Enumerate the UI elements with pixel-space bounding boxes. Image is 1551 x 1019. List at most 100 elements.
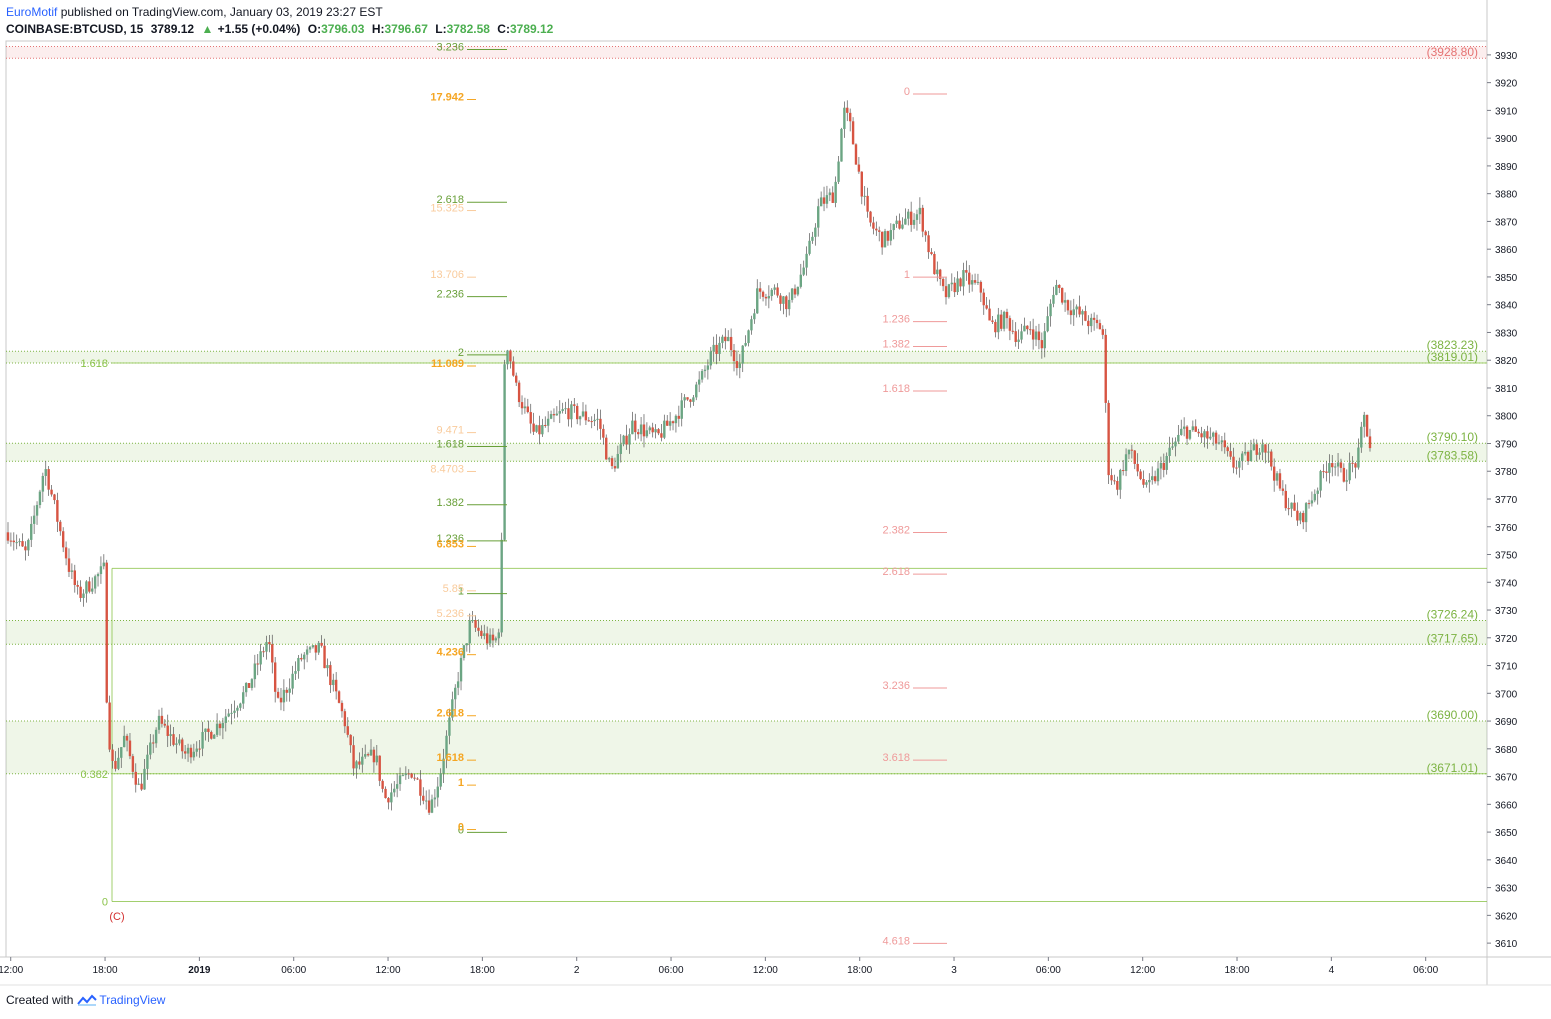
candle-body (424, 800, 428, 802)
candle-body (419, 779, 422, 796)
candle-body (1034, 331, 1038, 340)
candle-body (596, 418, 599, 420)
price-tag-label: (3690.00) (1427, 708, 1478, 722)
candle-body (660, 433, 663, 438)
candle-body (233, 710, 236, 713)
candle-body (851, 121, 855, 145)
candle-body (175, 743, 178, 745)
tradingview-link[interactable]: TradingView (77, 993, 165, 1007)
candle-body (947, 284, 951, 298)
candle-body (207, 728, 210, 732)
candle-body (59, 521, 62, 532)
time-tick-label: 06:00 (281, 965, 306, 976)
candle-body (1281, 488, 1285, 491)
candle-body (889, 230, 893, 241)
candle-body (509, 350, 512, 362)
candle-body (1090, 317, 1093, 327)
candle-body (1302, 512, 1305, 523)
candle-body (82, 593, 85, 598)
candle-body (1072, 309, 1075, 316)
candle-body (709, 351, 712, 366)
candle-body (962, 270, 965, 287)
price-tick-label: 3700 (1495, 689, 1518, 700)
candle-body (1354, 463, 1357, 468)
candle-body (448, 717, 451, 736)
candle-body (1011, 330, 1015, 332)
fib-level-label: 11.089 (431, 358, 464, 370)
candle-body (697, 379, 701, 385)
candle-body (605, 437, 608, 460)
candle-body (166, 725, 169, 736)
candle-body (1246, 451, 1250, 462)
time-tick-label: 2 (574, 965, 580, 976)
candle-body (1319, 471, 1322, 491)
candle-body (848, 112, 852, 122)
candle-body (163, 723, 167, 726)
candle-body (1066, 300, 1070, 311)
candle-body (1075, 306, 1078, 310)
candle-body (651, 427, 654, 433)
candle-body (271, 644, 274, 663)
price-tick-label: 3620 (1495, 911, 1518, 922)
price-tick-label: 3930 (1495, 51, 1518, 62)
candle-body (61, 531, 65, 548)
candle-body (1002, 311, 1006, 329)
candle-body (1368, 436, 1372, 449)
candle-body (683, 397, 686, 401)
candle-body (944, 286, 948, 298)
price-tick-label: 3840 (1495, 301, 1518, 312)
candle-body (1162, 462, 1166, 470)
candle-body (613, 466, 617, 469)
candle-body (169, 734, 172, 736)
candle-body (154, 729, 158, 744)
candle-body (825, 195, 829, 204)
candle-body (395, 784, 399, 789)
symbol-name[interactable]: COINBASE:BTCUSD, 15 (6, 22, 144, 36)
candle-body (1267, 451, 1270, 453)
candle-body (558, 411, 561, 414)
candle-body (273, 662, 277, 692)
candle-body (398, 775, 402, 785)
candle-body (677, 415, 681, 419)
symbol-info: COINBASE:BTCUSD, 15 3789.12 ▲ +1.55 (+0.… (6, 22, 557, 36)
candle-body (468, 620, 471, 644)
candle-body (552, 414, 556, 416)
price-tick-label: 3610 (1495, 939, 1518, 950)
candle-body (1226, 447, 1229, 452)
publisher-link[interactable]: EuroMotif (6, 5, 58, 19)
candle-body (1296, 510, 1299, 521)
candle-body (840, 128, 843, 162)
candle-body (198, 748, 201, 750)
candle-body (230, 712, 233, 714)
candle-body (178, 739, 181, 744)
candle-body (616, 453, 620, 469)
candle-body (1168, 447, 1171, 456)
price-axis: 3610 3620 3630 3640 3650 3660 3670 3680 3690 3700… (1487, 51, 1518, 950)
candle-body (265, 642, 268, 652)
candle-body (808, 240, 811, 254)
published-text: published on TradingView.com, January 03… (60, 5, 383, 19)
candle-body (471, 620, 474, 622)
candle-body (578, 416, 582, 420)
price-tick-label: 3780 (1495, 467, 1518, 478)
candle-body (259, 651, 262, 665)
candle-body (1014, 331, 1017, 342)
candle-body (515, 375, 518, 383)
candle-body (79, 586, 82, 598)
candle-body (747, 330, 750, 344)
candle-body (122, 735, 126, 748)
candle-body (523, 406, 527, 409)
candle-body (1107, 402, 1110, 476)
candle-body (140, 783, 143, 790)
candle-body (671, 421, 675, 424)
candle-body (247, 683, 251, 688)
fib-level-set: 15.325 13.706 9.471 8.4703 5.85 5.236 (430, 203, 476, 620)
open-label: O: (307, 22, 322, 36)
candle-body (393, 788, 396, 793)
candle-body (622, 435, 625, 445)
price-tick-label: 3640 (1495, 856, 1518, 867)
fib-level-label: 1.236 (882, 314, 910, 326)
zone-band (6, 351, 1487, 363)
candle-body (1197, 431, 1200, 434)
